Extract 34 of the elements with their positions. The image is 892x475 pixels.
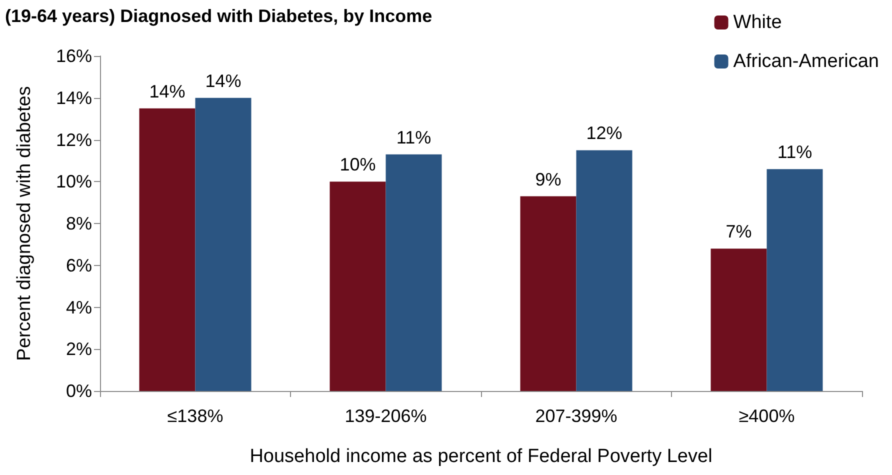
x-tick-label: ≤138%	[167, 406, 224, 426]
bar	[520, 196, 576, 391]
bar	[710, 248, 767, 391]
bar	[576, 150, 632, 391]
bar	[139, 108, 196, 391]
x-tick-label: ≥400%	[738, 406, 795, 426]
bar	[330, 182, 386, 391]
data-label: 7%	[726, 222, 752, 242]
legend-label: African-American	[733, 51, 880, 72]
y-tick-label: 12%	[56, 130, 92, 150]
data-label: 10%	[340, 154, 376, 175]
x-tick-label: 139-206%	[344, 406, 427, 426]
legend-label: White	[733, 12, 782, 33]
y-tick-label: 10%	[56, 172, 92, 192]
data-label: 12%	[586, 123, 622, 144]
data-label: 11%	[396, 127, 432, 148]
x-tick-label: 207-399%	[535, 406, 618, 426]
y-tick-label: 4%	[66, 297, 92, 318]
bar	[386, 154, 442, 391]
data-label: 14%	[205, 70, 242, 91]
y-tick-label: 16%	[56, 46, 92, 66]
y-tick-label: 8%	[66, 214, 92, 234]
bar	[195, 98, 252, 391]
data-label: 14%	[149, 81, 186, 102]
y-axis-title: Percent diagnosed with diabetes	[14, 86, 35, 361]
y-tick-label: 14%	[56, 88, 92, 108]
chart-title: (19-64 years) Diagnosed with Diabetes, by Income	[5, 6, 432, 26]
bar	[766, 169, 823, 391]
y-tick-label: 2%	[66, 339, 92, 360]
y-tick-label: 6%	[66, 255, 92, 276]
data-label: 9%	[535, 169, 562, 190]
x-axis-title: Household income as percent of Federal Poverty Level	[250, 446, 712, 467]
data-label: 11%	[777, 142, 812, 162]
y-tick-label: 0%	[66, 381, 92, 401]
